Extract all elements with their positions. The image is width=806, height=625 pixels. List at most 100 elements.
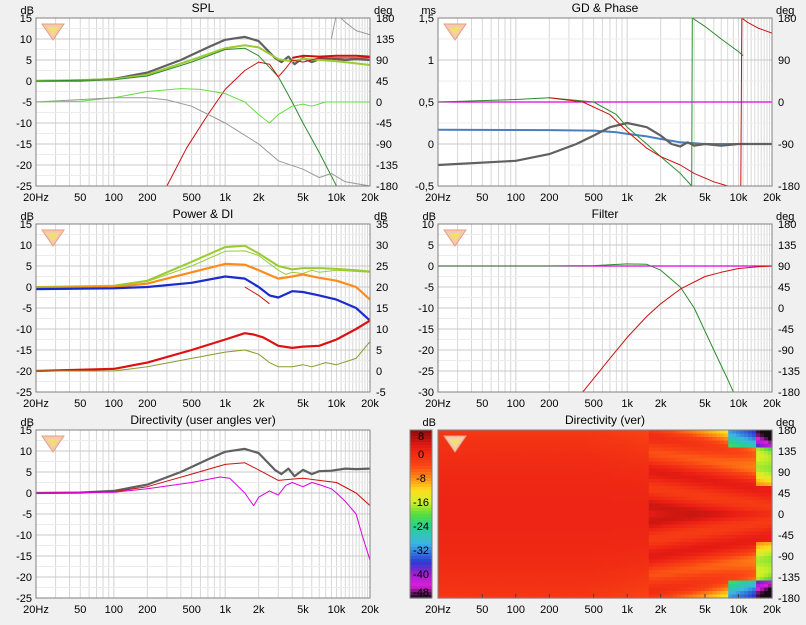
heatmap-cell bbox=[652, 538, 658, 543]
heatmap-cell bbox=[688, 486, 694, 491]
logo-icon-inner bbox=[47, 439, 59, 447]
heatmap-cell bbox=[537, 482, 542, 487]
chart-title: GD & Phase bbox=[572, 1, 639, 15]
heatmap-cell bbox=[537, 552, 542, 557]
heatmap-cell bbox=[624, 503, 630, 508]
heatmap-cell bbox=[644, 454, 650, 459]
heatmap-cell bbox=[509, 591, 515, 596]
heatmap-cell bbox=[680, 451, 686, 456]
heatmap-cell bbox=[569, 542, 574, 547]
heatmap-cell bbox=[636, 566, 642, 571]
heatmap-cell bbox=[445, 465, 451, 470]
heatmap-cell bbox=[648, 468, 654, 473]
heatmap-cell bbox=[541, 486, 546, 491]
heatmap-cell bbox=[438, 475, 443, 480]
heatmap-cell bbox=[469, 521, 475, 526]
heatmap-cell bbox=[656, 591, 662, 596]
heatmap-cell bbox=[597, 507, 602, 512]
heatmap-cell bbox=[601, 556, 606, 561]
heatmap-cell bbox=[601, 594, 606, 599]
heatmap-cell bbox=[716, 556, 721, 561]
heatmap-cell bbox=[593, 482, 598, 487]
heatmap-cell bbox=[644, 486, 650, 491]
heatmap-cell bbox=[608, 465, 614, 470]
y2-tick-label: 30 bbox=[376, 240, 388, 252]
heatmap-cell bbox=[541, 503, 546, 508]
heatmap-cell bbox=[704, 535, 709, 540]
heatmap-cell bbox=[620, 580, 626, 585]
heatmap-cell bbox=[529, 475, 535, 480]
heatmap-cell bbox=[481, 528, 487, 533]
heatmap-cell bbox=[628, 447, 634, 452]
heatmap-cell bbox=[680, 486, 686, 491]
heatmap-cell bbox=[497, 542, 503, 547]
heatmap-cell bbox=[513, 433, 519, 438]
heatmap-cell bbox=[477, 503, 483, 508]
heatmap-cell bbox=[501, 430, 507, 435]
heatmap-cell bbox=[565, 475, 570, 480]
heatmap-cell bbox=[708, 475, 713, 480]
y2-tick-label: 90 bbox=[778, 467, 790, 479]
heatmap-cell bbox=[493, 461, 499, 466]
heatmap-cell bbox=[616, 496, 622, 501]
heatmap-cell bbox=[736, 500, 741, 505]
heatmap-cell bbox=[493, 454, 499, 459]
heatmap-cell bbox=[445, 510, 451, 515]
heatmap-cell bbox=[728, 472, 733, 477]
heatmap-cell bbox=[644, 514, 650, 519]
heatmap-cell bbox=[549, 524, 554, 529]
heatmap-cell bbox=[457, 577, 463, 582]
heatmap-cell bbox=[573, 440, 578, 445]
heatmap-cell bbox=[505, 454, 511, 459]
heatmap-cell bbox=[736, 559, 741, 564]
heatmap-cell bbox=[676, 437, 682, 442]
heatmap-cell bbox=[461, 542, 467, 547]
heatmap-cell bbox=[760, 577, 765, 582]
heatmap-cell bbox=[549, 475, 554, 480]
heatmap-cell bbox=[684, 573, 690, 578]
heatmap-cell bbox=[501, 507, 507, 512]
heatmap-cell bbox=[569, 517, 574, 522]
heatmap-cell bbox=[764, 468, 769, 473]
heatmap-cell bbox=[505, 552, 511, 557]
heatmap-cell bbox=[708, 514, 713, 519]
heatmap-cell bbox=[529, 451, 535, 456]
right-unit-label: deg bbox=[776, 5, 794, 17]
heatmap-cell bbox=[557, 538, 562, 543]
heatmap-cell bbox=[628, 531, 634, 536]
heatmap-cell bbox=[469, 566, 475, 571]
heatmap-cell bbox=[632, 489, 638, 494]
heatmap-cell bbox=[764, 559, 769, 564]
heatmap-cell bbox=[764, 510, 769, 515]
heatmap-cell bbox=[445, 566, 451, 571]
heatmap-cell bbox=[537, 468, 542, 473]
heatmap-cell bbox=[688, 447, 694, 452]
heatmap-cell bbox=[684, 528, 690, 533]
heatmap-cell bbox=[764, 563, 769, 568]
heatmap-cell bbox=[553, 556, 558, 561]
heatmap-cell bbox=[597, 535, 602, 540]
heatmap-cell bbox=[636, 500, 642, 505]
heatmap-cell bbox=[688, 552, 694, 557]
heatmap-cell bbox=[473, 531, 479, 536]
heatmap-cell bbox=[668, 500, 674, 505]
heatmap-cell bbox=[505, 566, 511, 571]
heatmap-cell bbox=[676, 535, 682, 540]
heatmap-cell bbox=[704, 503, 709, 508]
heatmap-cell bbox=[529, 584, 535, 589]
heatmap-cell bbox=[469, 475, 475, 480]
heatmap-cell bbox=[593, 514, 598, 519]
heatmap-cell bbox=[664, 587, 670, 592]
heatmap-cell bbox=[620, 535, 626, 540]
heatmap-cell bbox=[712, 468, 717, 473]
colorbar-cell bbox=[410, 541, 432, 545]
heatmap-cell bbox=[664, 521, 670, 526]
heatmap-cell bbox=[724, 461, 729, 466]
heatmap-cell bbox=[597, 549, 602, 554]
heatmap-cell bbox=[708, 489, 713, 494]
heatmap-cell bbox=[624, 514, 630, 519]
heatmap-cell bbox=[489, 465, 495, 470]
heatmap-cell bbox=[461, 580, 467, 585]
heatmap-cell bbox=[648, 552, 654, 557]
heatmap-cell bbox=[624, 549, 630, 554]
